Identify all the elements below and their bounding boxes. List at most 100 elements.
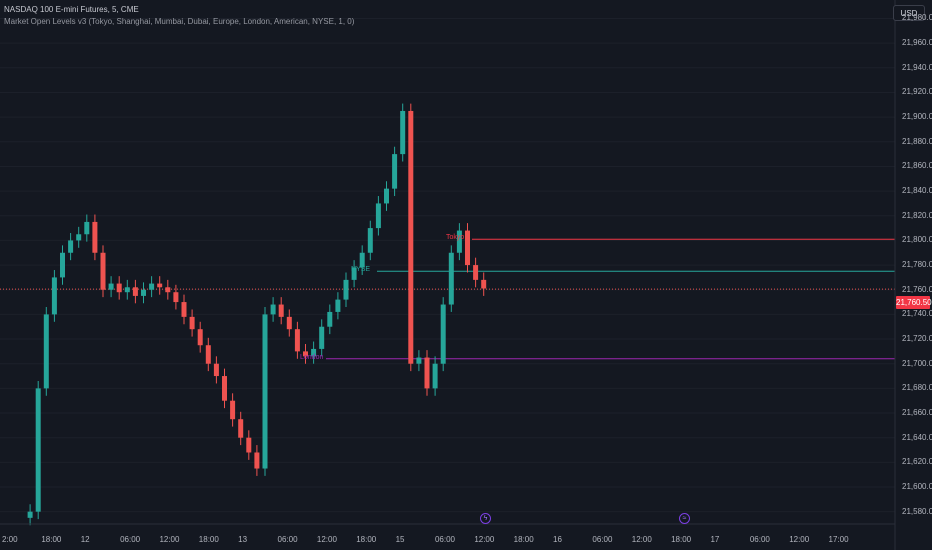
- candle-body: [319, 326, 325, 349]
- x-tick-label: 06:00: [277, 535, 298, 544]
- candle-body: [456, 230, 462, 253]
- y-tick-label: 21,800.00: [902, 235, 932, 245]
- y-tick-label: 21,640.00: [902, 432, 932, 442]
- x-tick-label: 12:00: [631, 535, 652, 544]
- candle-body: [408, 110, 414, 364]
- y-tick-label: 21,600.00: [902, 482, 932, 491]
- x-tick-label: 18:00: [41, 535, 62, 544]
- y-tick-label: 21,660.00: [902, 408, 932, 418]
- x-tick-label: 18:00: [513, 535, 534, 544]
- y-tick-label: 21,880.00: [902, 136, 932, 146]
- candle-body: [351, 267, 357, 280]
- level-label-london: London: [300, 353, 324, 361]
- x-tick-label: 18:00: [198, 535, 219, 544]
- y-tick-label: 21,760.00: [902, 284, 932, 294]
- y-tick-label: 21,860.00: [902, 161, 932, 171]
- chart-header: NASDAQ 100 E-mini Futures, 5, CME Market…: [4, 4, 354, 28]
- y-tick-label: 21,620.00: [902, 457, 932, 467]
- candle-body: [230, 400, 236, 420]
- candle-body: [76, 234, 82, 241]
- y-tick-label: 21,840.00: [902, 186, 932, 196]
- x-tick-label: 2:00: [2, 535, 18, 544]
- candle-body: [343, 279, 349, 300]
- x-tick-label: 13: [238, 535, 248, 544]
- candle-body: [238, 419, 244, 438]
- indicator-legend[interactable]: Market Open Levels v3 (Tokyo, Shanghai, …: [4, 17, 355, 26]
- candle-body: [213, 363, 219, 377]
- candle-body: [335, 299, 341, 312]
- candle-body: [173, 292, 179, 303]
- last-price-badge: 21,760.50: [896, 296, 932, 309]
- level-label-nyse: NYSE: [351, 266, 371, 274]
- x-tick-label: 12:00: [316, 535, 337, 544]
- candle-body: [481, 279, 487, 289]
- candle-body: [294, 329, 300, 352]
- candle-body: [424, 357, 430, 389]
- lightning-icon[interactable]: ϟ: [480, 513, 491, 524]
- x-tick-label: 12:00: [474, 535, 495, 544]
- x-tick-label: 17:00: [828, 535, 849, 544]
- y-tick-label: 21,900.00: [902, 112, 932, 122]
- symbol-title[interactable]: NASDAQ 100 E-mini Futures, 5, CME: [4, 5, 139, 14]
- candle-body: [51, 277, 57, 315]
- candle-body: [205, 345, 211, 364]
- candle-body: [473, 265, 479, 280]
- candle-body: [222, 376, 227, 401]
- candle-body: [416, 357, 422, 364]
- candle-body: [116, 283, 122, 293]
- y-tick-label: 21,820.00: [902, 210, 932, 220]
- candle-body: [286, 316, 292, 330]
- y-tick-label: 21,700.00: [902, 358, 932, 368]
- x-tick-label: 06:00: [749, 535, 770, 544]
- candle-body: [303, 351, 308, 357]
- y-tick-label: 21,940.00: [902, 62, 932, 72]
- candle-body: [197, 329, 203, 346]
- candle-body: [92, 221, 98, 253]
- y-tick-label: 21,740.00: [902, 309, 932, 319]
- y-tick-label: 21,780.00: [902, 260, 932, 270]
- candle-body: [43, 314, 49, 389]
- candle-body: [392, 154, 398, 189]
- candle-body: [132, 287, 138, 296]
- candle-body: [181, 302, 187, 317]
- candle-body: [254, 452, 260, 469]
- candle-body: [262, 314, 268, 469]
- candle-body: [384, 188, 389, 204]
- x-tick-label: 12:00: [789, 535, 810, 544]
- x-tick-label: 17: [710, 535, 720, 544]
- x-tick-label: 06:00: [592, 535, 613, 544]
- x-tick-label: 12: [80, 535, 90, 544]
- split-icon[interactable]: ≈: [679, 513, 690, 524]
- candle-body: [165, 287, 171, 293]
- currency-button[interactable]: USD: [893, 5, 925, 21]
- candle-body: [448, 252, 454, 305]
- x-tick-label: 06:00: [434, 535, 455, 544]
- candle-body: [157, 283, 163, 288]
- x-tick-label: 18:00: [671, 535, 692, 544]
- candle-body: [124, 287, 130, 293]
- candle-body: [440, 304, 446, 364]
- candle-body: [100, 252, 106, 290]
- y-tick-label: 21,920.00: [902, 87, 932, 97]
- candle-body: [367, 228, 373, 253]
- y-tick-label: 21,980.00: [902, 13, 932, 23]
- x-tick-label: 16: [553, 535, 562, 544]
- candle-body: [311, 348, 317, 357]
- candle-body: [465, 230, 470, 266]
- candle-body: [375, 203, 381, 229]
- candle-body: [141, 289, 146, 296]
- x-tick-label: 18:00: [356, 535, 377, 544]
- y-tick-label: 21,960.00: [902, 38, 932, 48]
- candle-body: [189, 316, 195, 330]
- candle-body: [60, 252, 65, 278]
- candle-body: [400, 110, 406, 155]
- candle-body: [27, 511, 33, 518]
- candle-body: [270, 304, 276, 315]
- x-tick-label: 15: [395, 535, 405, 544]
- candle-body: [35, 388, 41, 512]
- candle-body: [68, 240, 74, 253]
- x-tick-label: 06:00: [120, 535, 141, 544]
- candle-body: [108, 283, 114, 290]
- candle-body: [246, 437, 252, 453]
